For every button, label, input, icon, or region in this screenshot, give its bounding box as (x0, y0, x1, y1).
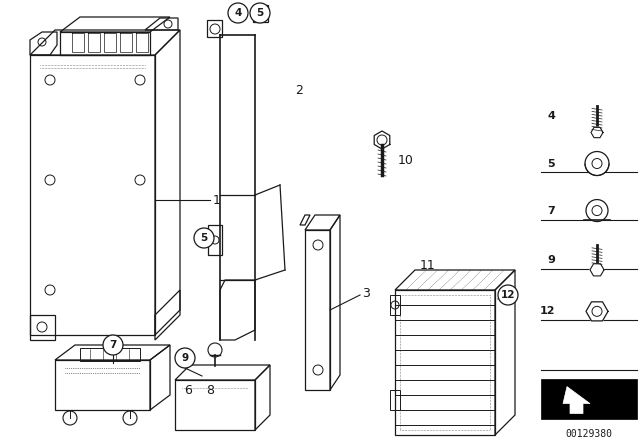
Text: 00129380: 00129380 (565, 429, 612, 439)
Circle shape (586, 199, 608, 222)
Polygon shape (586, 302, 608, 321)
Circle shape (194, 228, 214, 248)
Text: 1: 1 (213, 194, 221, 207)
Circle shape (175, 348, 195, 368)
Circle shape (592, 306, 602, 316)
Text: 12: 12 (540, 306, 555, 316)
Polygon shape (563, 387, 590, 414)
Circle shape (103, 335, 123, 355)
Text: 7: 7 (109, 340, 116, 350)
Text: 11: 11 (420, 258, 436, 271)
Circle shape (592, 206, 602, 215)
Text: 5: 5 (200, 233, 207, 243)
Circle shape (498, 285, 518, 305)
Polygon shape (541, 379, 637, 419)
Text: 9: 9 (547, 255, 555, 265)
Text: 5: 5 (547, 159, 555, 168)
Text: 4: 4 (547, 112, 555, 121)
Text: 6: 6 (184, 383, 192, 396)
Text: 4: 4 (234, 8, 242, 18)
Circle shape (585, 151, 609, 176)
Circle shape (592, 159, 602, 168)
Text: 7: 7 (547, 206, 555, 215)
Text: 9: 9 (181, 353, 189, 363)
Text: 5: 5 (257, 8, 264, 18)
Polygon shape (590, 264, 604, 276)
Polygon shape (591, 127, 603, 138)
Text: 10: 10 (398, 154, 414, 167)
Text: 3: 3 (362, 287, 370, 300)
Text: 8: 8 (206, 383, 214, 396)
Text: 12: 12 (500, 290, 515, 300)
Circle shape (228, 3, 248, 23)
Circle shape (250, 3, 270, 23)
Text: 2: 2 (295, 83, 303, 96)
